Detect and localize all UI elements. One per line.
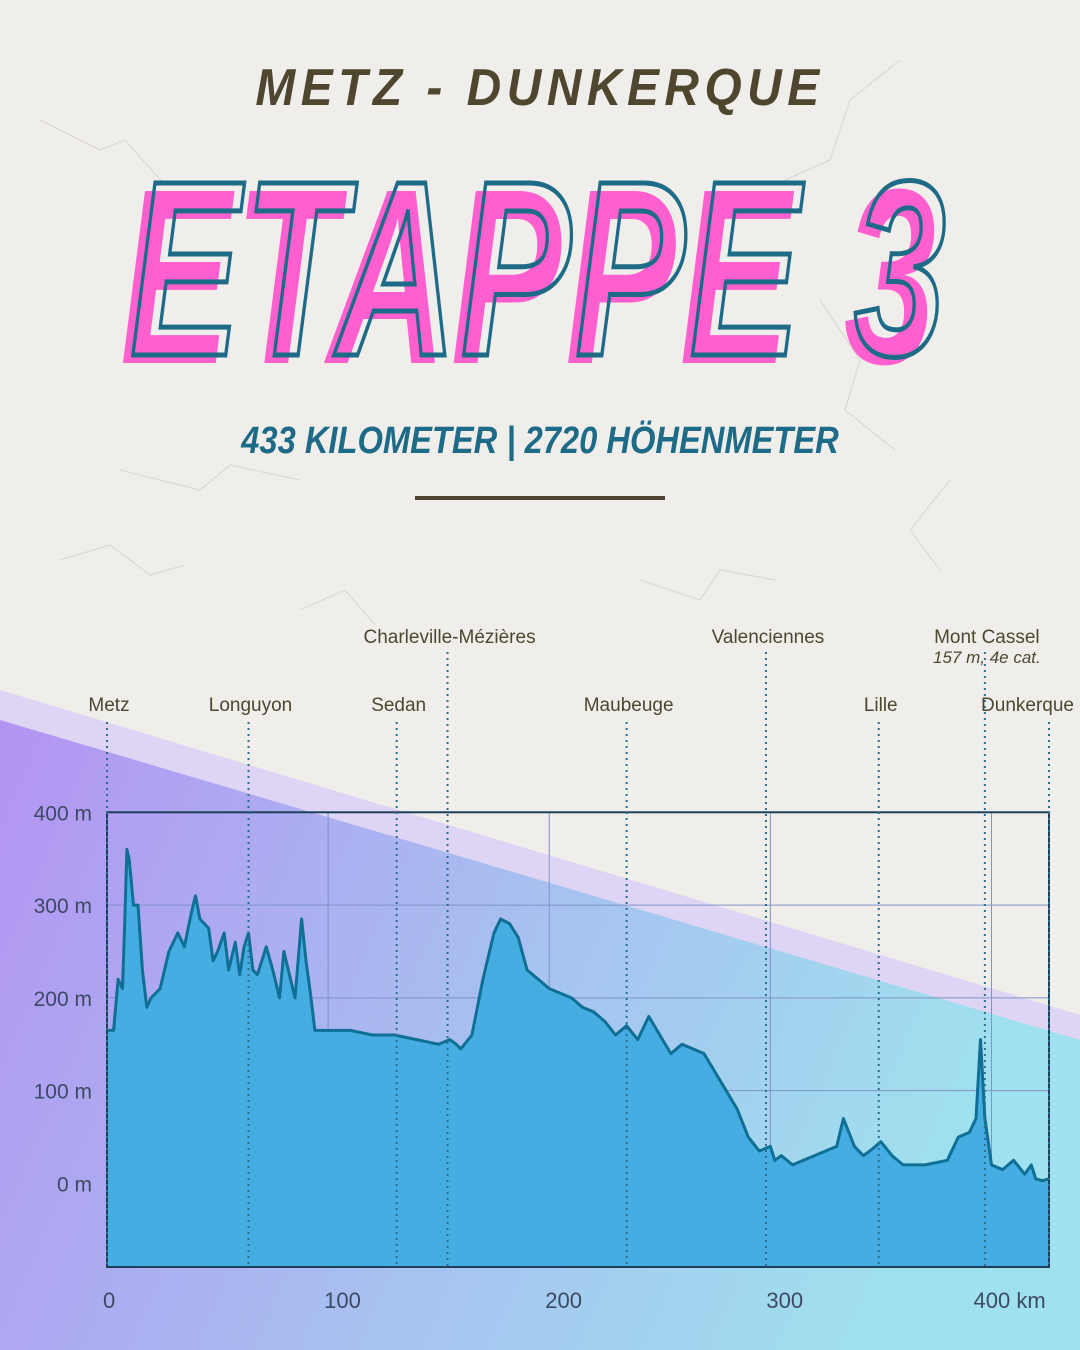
town-label: Metz <box>88 695 129 716</box>
town-label: Dunkerque <box>981 695 1074 716</box>
y-tick-label: 200 m <box>34 988 92 1011</box>
title-divider <box>415 496 665 500</box>
x-tick-label: 400 km <box>974 1288 1046 1313</box>
x-tick-label: 200 <box>545 1288 582 1313</box>
town-label: Sedan <box>371 695 426 716</box>
stage-title: ETAPPE 3 ETAPPE 3 <box>120 127 950 391</box>
town-label: Charleville-Mézières <box>363 627 535 648</box>
plot-frame <box>106 811 1050 1269</box>
stage-title-outline: ETAPPE 3 <box>130 129 950 390</box>
town-label: Maubeuge <box>584 695 674 716</box>
route-title: METZ - DUNKERQUE <box>255 59 825 117</box>
stage-title-shadow: ETAPPE 3 <box>120 137 940 390</box>
town-markers: Metz Longuyon Sedan Charleville-Mézières Mau… <box>88 627 1074 1267</box>
town-label: Lille <box>864 695 898 716</box>
x-tick-label: 0 <box>103 1288 115 1313</box>
town-label: Longuyon <box>209 695 292 716</box>
elevation-line <box>107 847 1050 1183</box>
y-tick-label: 100 m <box>34 1081 92 1104</box>
y-axis-ticks: 0 m 100 m 200 m 300 m 400 m <box>34 802 92 1196</box>
y-tick-label: 300 m <box>34 895 92 918</box>
x-axis-ticks: 0 100 200 300 400 km <box>103 1288 1046 1313</box>
town-sublabel: 157 m, 4e cat. <box>933 648 1041 667</box>
town-label: Mont Cassel <box>934 627 1040 648</box>
x-tick-label: 300 <box>766 1288 803 1313</box>
elevation-area <box>107 849 1049 1267</box>
stage-stats: 433 KILOMETER | 2720 HÖHENMETER <box>241 420 839 462</box>
y-tick-label: 400 m <box>34 802 92 825</box>
x-tick-label: 100 <box>324 1288 361 1313</box>
town-label: Valenciennes <box>712 627 825 648</box>
y-tick-label: 0 m <box>57 1173 92 1196</box>
